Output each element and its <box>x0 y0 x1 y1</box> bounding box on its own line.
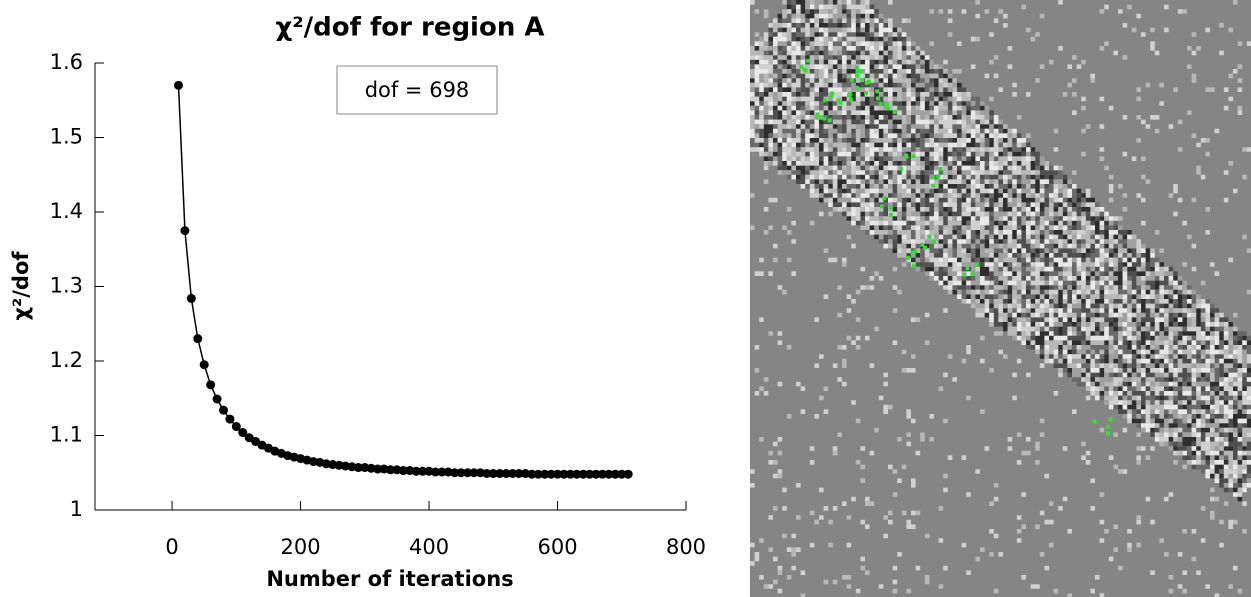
data-point <box>578 469 588 479</box>
data-point <box>437 467 447 477</box>
y-tick-label: 1.1 <box>50 423 83 447</box>
x-tick-label: 0 <box>165 535 178 559</box>
data-point <box>411 466 421 476</box>
data-point <box>565 469 575 479</box>
data-point <box>514 468 524 478</box>
data-point <box>591 469 601 479</box>
data-point <box>623 469 633 479</box>
data-point <box>199 360 209 370</box>
data-point <box>617 469 627 479</box>
noise-pixels <box>750 0 1251 597</box>
data-point <box>553 469 563 479</box>
data-point <box>610 469 620 479</box>
data-point <box>180 226 190 236</box>
data-point <box>501 468 511 478</box>
data-line <box>177 85 629 475</box>
data-point <box>482 468 492 478</box>
data-point <box>559 469 569 479</box>
x-axis-label: Number of iterations <box>266 567 513 591</box>
chart-title: χ²/dof for region A <box>275 13 544 43</box>
x-tick-label: 600 <box>537 535 577 559</box>
x-tick-label: 200 <box>281 535 321 559</box>
data-point <box>373 464 383 474</box>
data-point <box>218 405 228 415</box>
data-point <box>508 468 518 478</box>
data-point <box>527 469 537 479</box>
data-point <box>585 469 595 479</box>
data-point <box>225 414 235 424</box>
data-point <box>597 469 607 479</box>
data-point <box>495 468 505 478</box>
data-point <box>212 394 222 404</box>
y-tick-label: 1.2 <box>50 348 83 372</box>
data-point <box>174 80 184 90</box>
data-point <box>398 466 408 476</box>
x-tick-label: 400 <box>409 535 449 559</box>
data-point <box>604 469 614 479</box>
data-point <box>206 380 216 390</box>
y-tick-label: 1.5 <box>50 125 83 149</box>
data-point <box>469 468 479 478</box>
y-tick-label: 1.4 <box>50 199 83 223</box>
data-point <box>488 468 498 478</box>
data-point <box>540 469 550 479</box>
noise-pixels <box>750 0 1251 497</box>
data-point <box>463 468 473 478</box>
data-point <box>238 428 248 438</box>
data-point <box>430 467 440 477</box>
data-point <box>450 468 460 478</box>
y-tick-label: 1 <box>70 497 83 521</box>
annotation-box <box>336 65 498 115</box>
data-point <box>418 466 428 476</box>
data-point <box>546 469 556 479</box>
y-axis-label: χ²/dof <box>9 251 33 321</box>
residual-noise <box>750 0 1251 597</box>
annotation: dof = 698 <box>365 78 470 102</box>
y-tick-label: 1.6 <box>50 50 83 74</box>
noise-pixels <box>750 0 1251 493</box>
x-tick-label: 800 <box>666 535 706 559</box>
data-point <box>456 468 466 478</box>
data-point <box>386 465 395 475</box>
data-point <box>572 469 582 479</box>
green-pixels <box>799 58 1113 436</box>
data-point <box>533 469 543 479</box>
y-tick-label: 1.3 <box>50 274 83 298</box>
data-point <box>186 293 196 303</box>
data-point <box>231 422 241 432</box>
data-point <box>353 463 363 473</box>
data-point <box>193 334 203 344</box>
